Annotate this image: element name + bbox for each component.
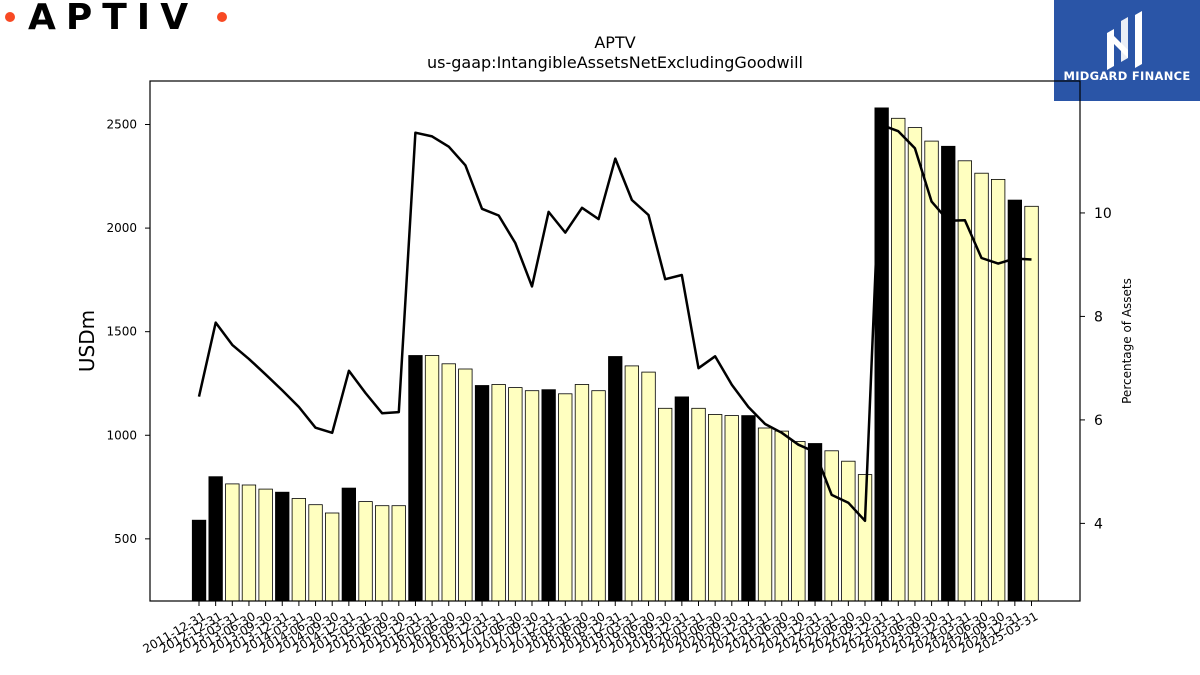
bar-2022-06-30	[841, 460, 856, 602]
badge-brand-text: MIDGARD FINANCE	[1063, 69, 1191, 83]
bar-2019-09-30	[658, 407, 673, 602]
bar-2015-12-31	[408, 355, 423, 602]
bar-2013-09-30	[258, 488, 273, 602]
bar-2014-12-31	[341, 487, 357, 602]
bar-2020-12-31	[741, 415, 756, 602]
bar-2024-03-31	[957, 160, 972, 602]
y-tick-label-2500: 2500	[106, 118, 137, 132]
bar-2011-12-31	[191, 519, 207, 602]
bar-2016-09-30	[458, 368, 473, 602]
midgard-logo-icon	[1107, 11, 1142, 70]
bar-2017-12-31	[541, 389, 556, 602]
y-axis: 500 1000 1500 2000 2500	[106, 118, 150, 546]
bar-2013-06-30	[241, 484, 257, 602]
bar-2014-06-30	[308, 504, 323, 602]
bar-2013-12-31	[275, 491, 290, 602]
bar-2021-09-30	[791, 441, 806, 602]
bar-2017-09-30	[524, 390, 540, 602]
bar-2019-12-31	[674, 396, 689, 602]
bar-2016-12-31	[474, 385, 490, 602]
bar-2020-06-30	[708, 414, 723, 602]
y-tick-label-2000: 2000	[106, 221, 137, 235]
y2-axis: 4 6 8 10	[1080, 206, 1112, 532]
y2-tick-label-10: 10	[1094, 206, 1112, 222]
bar-2016-03-31	[424, 355, 440, 602]
bar-2024-06-30	[974, 172, 989, 602]
y-axis-label: USDm	[75, 310, 99, 372]
x-axis: 2011-12-312012-12-312013-03-312013-06-30…	[140, 601, 1040, 656]
bar-2017-06-30	[508, 387, 523, 602]
bar-2015-09-30	[391, 505, 406, 602]
bar-2019-03-31	[624, 365, 639, 602]
logo-dot-left	[5, 12, 15, 22]
bar-2023-03-31	[891, 117, 906, 602]
bar-2024-09-30	[991, 178, 1006, 602]
y-tick-label-500: 500	[114, 532, 137, 546]
bar-2018-09-30	[591, 390, 606, 602]
bar-2013-03-31	[225, 483, 240, 602]
midgard-finance-badge: MIDGARD FINANCE	[1054, 0, 1200, 101]
bar-2020-03-31	[691, 407, 706, 602]
bar-2020-09-30	[724, 415, 739, 602]
aptiv-logo: APTIV	[0, 0, 240, 40]
bar-2014-09-30	[324, 512, 340, 602]
y-tick-label-1000: 1000	[106, 428, 137, 442]
bar-2023-06-30	[907, 127, 923, 602]
chart-title: APTV	[594, 33, 635, 52]
bar-2018-06-30	[574, 384, 590, 602]
y2-tick-label-8: 8	[1094, 309, 1103, 325]
bar-2015-03-31	[358, 501, 373, 602]
chart-subtitle: us-gaap:IntangibleAssetsNetExcludingGood…	[427, 53, 803, 72]
bar-series	[191, 107, 1039, 602]
bar-2021-06-30	[774, 430, 789, 602]
bar-2014-03-31	[291, 498, 307, 602]
bar-2019-06-30	[641, 371, 656, 602]
bar-2015-06-30	[374, 505, 390, 602]
bar-2021-03-31	[757, 427, 773, 602]
bar-2016-06-30	[441, 363, 456, 602]
bar-2018-12-31	[608, 356, 623, 602]
y-tick-label-1500: 1500	[106, 325, 137, 339]
bar-2022-12-31	[874, 107, 889, 602]
bar-2017-03-31	[491, 384, 506, 602]
y2-tick-label-4: 4	[1094, 516, 1103, 532]
percentage-line	[197, 123, 1032, 523]
bar-2018-03-31	[558, 393, 573, 602]
y2-tick-label-6: 6	[1094, 413, 1103, 429]
bar-2012-12-31	[208, 476, 223, 602]
bar-2025-03-31	[1024, 205, 1039, 602]
line-series	[197, 123, 1032, 523]
bar-2022-03-31	[824, 450, 839, 602]
logo-dot-right	[217, 12, 227, 22]
bar-2023-09-30	[924, 140, 939, 602]
y2-axis-label: Percentage of Assets	[1120, 278, 1134, 404]
logo-wordmark: APTIV	[28, 0, 199, 38]
